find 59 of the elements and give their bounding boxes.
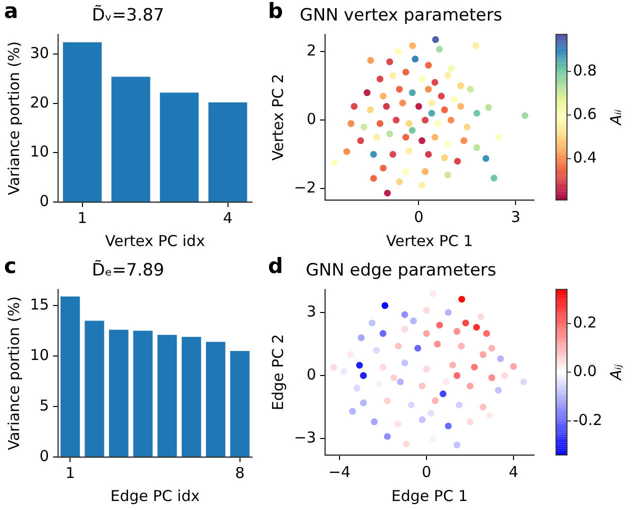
bar	[208, 102, 248, 202]
y-tick-label: 10	[30, 346, 50, 364]
x-axis-title: Vertex PC 1	[386, 232, 473, 250]
chart-title: D̃ᵥ=3.87	[92, 4, 164, 26]
x-tick-label: −4	[328, 462, 351, 481]
y-tick-label: 0	[40, 446, 50, 465]
y-tick-label: −2	[294, 178, 316, 197]
chart-title: D̃ₑ=7.89	[92, 260, 164, 281]
text: a	[4, 0, 18, 23]
x-tick-label: 1	[65, 464, 75, 482]
y-tick-label: 3	[306, 302, 316, 320]
bar	[182, 336, 202, 456]
chart-title: GNN edge parameters	[306, 260, 496, 281]
bar	[108, 330, 128, 456]
y-tick-label: −3	[294, 428, 316, 446]
x-axis-title: Edge PC 1	[391, 486, 468, 505]
text: d	[268, 254, 284, 278]
text: c	[4, 254, 16, 278]
y-tick-label: 0	[40, 192, 50, 210]
y-tick-label: 10	[30, 142, 50, 161]
bar	[62, 42, 102, 202]
bar	[60, 296, 80, 456]
x-axis-title: Edge PC idx	[110, 486, 200, 505]
bar	[160, 92, 199, 202]
x-tick-label: 4	[508, 462, 518, 481]
x-tick-label: 0	[422, 462, 432, 481]
color-bar-label: 0.2	[573, 313, 597, 332]
y-tick-label: 0	[306, 110, 316, 128]
x-tick-label: 4	[222, 208, 233, 227]
y-tick-label: 15	[30, 295, 50, 314]
y-tick-label: 20	[30, 93, 50, 112]
y-axis-title: Edge PC 2	[268, 334, 287, 410]
y-tick-label: 30	[30, 44, 50, 62]
y-tick-label: 2	[306, 41, 316, 60]
y-axis-title: Vertex PC 2	[268, 74, 287, 161]
bar	[111, 76, 150, 202]
y-axis-title: Variance portion (%)	[4, 296, 23, 450]
color-bar-title: Aᵢⱼ	[606, 364, 625, 381]
y-axis-title: Variance portion (%)	[4, 41, 23, 196]
color-bar-label: 0.0	[573, 362, 597, 380]
bar	[206, 342, 226, 456]
color-bar-label: -0.2	[573, 410, 602, 429]
y-tick-label: 5	[40, 396, 50, 414]
color-bar-label: 0.6	[573, 104, 597, 123]
bar	[230, 350, 250, 456]
bar	[157, 334, 177, 456]
x-tick-label: 8	[235, 464, 245, 482]
x-tick-label: 1	[78, 208, 88, 227]
bar	[133, 330, 153, 456]
color-bar-label: 0.8	[573, 61, 597, 80]
x-axis-title: Vertex PC idx	[105, 232, 206, 250]
color-bar-label: 0.4	[573, 148, 597, 166]
text: b	[268, 0, 284, 23]
y-tick-label: 0	[306, 365, 316, 384]
chart-title: GNN vertex parameters	[300, 6, 502, 26]
bar	[84, 320, 104, 456]
x-tick-label: 0	[414, 208, 424, 226]
x-tick-label: 3	[510, 208, 520, 226]
color-bar-title: Aᵢᵢ	[606, 109, 625, 126]
